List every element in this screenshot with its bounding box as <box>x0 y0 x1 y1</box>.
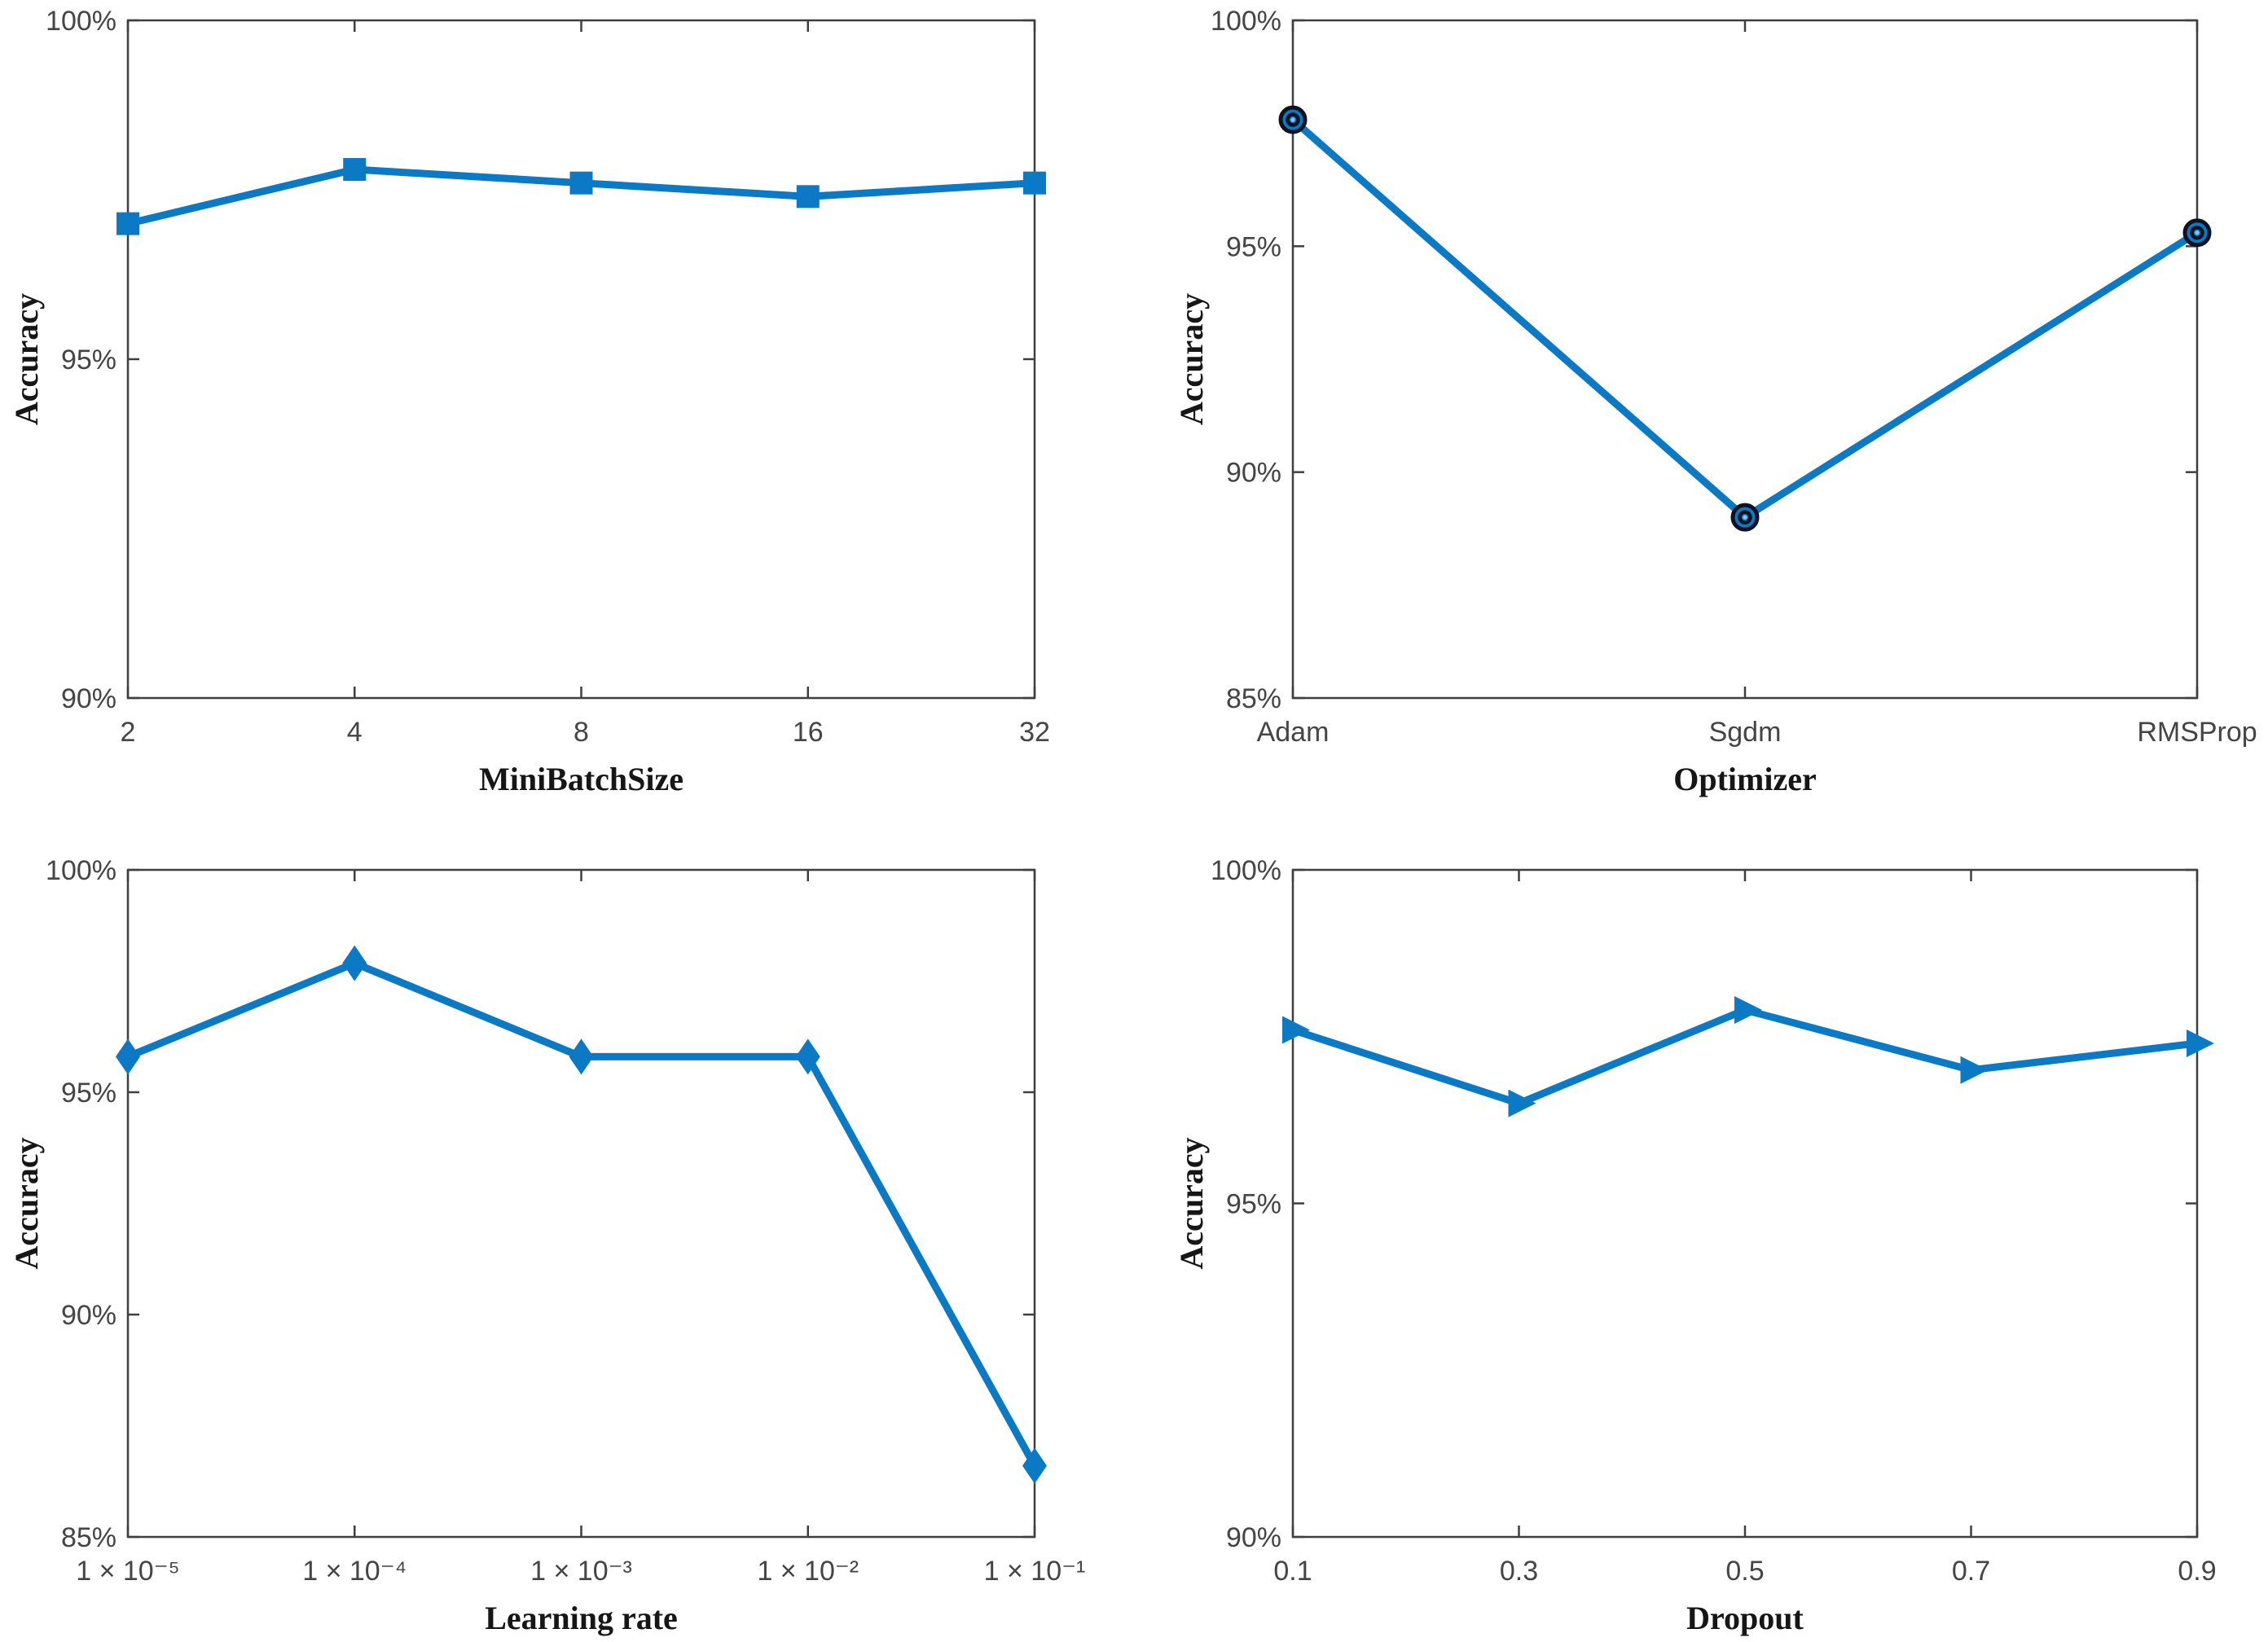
x-tick-label: 0.1 <box>1273 1556 1312 1587</box>
plot-frame <box>1291 19 2199 700</box>
chart-optimizer: Adam Sgdm RMSProp 85% 90% 95% 100% Optimizer Acc… <box>1134 0 2268 821</box>
x-tick-label: 1 × 10⁻⁵ <box>76 1556 180 1587</box>
data-marker-circle-inner-ring <box>1286 112 1300 127</box>
y-tick-label: 90% <box>1226 458 1281 489</box>
data-marker-diamond <box>569 1038 594 1075</box>
data-marker-circle-inner-ring <box>1738 510 1752 525</box>
chart-svg-optimizer: Adam Sgdm RMSProp 85% 90% 95% 100% Optimizer Acc… <box>1173 6 2257 797</box>
chart-minibatchsize: 2 4 8 16 32 90% 95% 100% MiniBatchSize Accuracy <box>0 0 1134 821</box>
chart-svg-dropout: 0.1 0.3 0.5 0.7 0.9 90% 95% 100% Dropout Accuracy <box>1173 855 2217 1636</box>
data-line <box>1290 116 2200 522</box>
y-tick-label: 95% <box>61 1078 116 1109</box>
data-marker-triangle-right <box>1508 1089 1536 1117</box>
data-marker-triangle-right <box>2187 1029 2214 1057</box>
data-marker-triangle-right <box>1960 1056 1989 1084</box>
y-tick-label: 100% <box>1211 855 1281 886</box>
data-marker-square <box>569 171 593 195</box>
chart-learning-rate: 1 × 10⁻⁵ 1 × 10⁻⁴ 1 × 10⁻³ 1 × 10⁻² 1 × 10⁻¹… <box>0 821 1134 1642</box>
x-tick-label: 32 <box>1019 717 1050 748</box>
data-marker-circle-inner-ring <box>2190 225 2204 240</box>
x-tick-label: 1 × 10⁻² <box>757 1556 859 1587</box>
data-marker-diamond <box>1022 1447 1047 1484</box>
chart-svg-learning-rate: 1 × 10⁻⁵ 1 × 10⁻⁴ 1 × 10⁻³ 1 × 10⁻² 1 × 10⁻¹… <box>8 855 1086 1636</box>
y-tick-label: 95% <box>1226 1189 1281 1220</box>
y-tick-label: 90% <box>61 683 116 714</box>
data-marker-diamond <box>116 1038 140 1075</box>
y-tick-label: 100% <box>46 855 116 886</box>
x-axis-label: Dropout <box>1686 1600 1804 1636</box>
y-axis-label: Accuracy <box>1173 1137 1210 1269</box>
y-tick-label: 100% <box>46 6 116 37</box>
data-marker-circle-center-dot <box>2195 230 2200 235</box>
data-marker-triangle-right <box>1734 995 1762 1024</box>
data-marker-square <box>343 158 367 182</box>
x-tick-label: 0.7 <box>1952 1556 1990 1587</box>
y-axis-label: Accuracy <box>1173 293 1210 425</box>
plot-frame <box>126 868 1036 1539</box>
data-marker-square <box>1023 171 1046 195</box>
y-tick-label: 100% <box>1211 6 1281 37</box>
y-axis-label: Accuracy <box>8 1137 45 1269</box>
chart-svg-minibatchsize: 2 4 8 16 32 90% 95% 100% MiniBatchSize Accuracy <box>8 6 1050 797</box>
data-line <box>1291 1006 2198 1108</box>
x-tick-label: 1 × 10⁻³ <box>530 1556 632 1587</box>
data-marker-circle-center-dot <box>1290 117 1295 122</box>
plot-frame <box>126 19 1036 700</box>
x-tick-label: RMSProp <box>2137 717 2257 748</box>
data-line <box>126 959 1038 1468</box>
plot-frame <box>1291 868 2199 1539</box>
y-tick-label: 95% <box>1226 231 1281 262</box>
y-tick-label: 85% <box>1226 683 1281 714</box>
y-tick-label: 95% <box>61 345 116 375</box>
x-axis-label: MiniBatchSize <box>479 761 683 797</box>
y-tick-label: 90% <box>61 1300 116 1331</box>
y-axis-label: Accuracy <box>8 293 45 425</box>
data-marker-diamond <box>342 945 367 981</box>
x-tick-label: Sgdm <box>1709 717 1782 748</box>
data-marker-circle-center-dot <box>1743 515 1747 520</box>
x-tick-label: 4 <box>347 717 363 748</box>
data-marker-diamond <box>795 1038 820 1075</box>
x-tick-label: 1 × 10⁻⁴ <box>302 1556 407 1587</box>
chart-dropout: 0.1 0.3 0.5 0.7 0.9 90% 95% 100% Dropout Accuracy <box>1134 821 2268 1642</box>
x-tick-label: 16 <box>793 717 824 748</box>
x-tick-label: 0.3 <box>1500 1556 1538 1587</box>
x-tick-label: Adam <box>1257 717 1330 748</box>
x-tick-label: 0.5 <box>1725 1556 1764 1587</box>
x-tick-label: 2 <box>121 717 136 748</box>
data-marker-square <box>116 212 139 235</box>
x-tick-label: 8 <box>574 717 589 748</box>
x-tick-label: 0.9 <box>2178 1556 2216 1587</box>
x-tick-label: 1 × 10⁻¹ <box>984 1556 1086 1587</box>
data-marker-triangle-right <box>1282 1016 1310 1044</box>
x-axis-label: Learning rate <box>485 1600 678 1636</box>
data-marker-square <box>796 185 820 209</box>
y-tick-label: 90% <box>1226 1522 1281 1553</box>
y-tick-label: 85% <box>61 1522 116 1553</box>
x-axis-label: Optimizer <box>1673 761 1817 797</box>
